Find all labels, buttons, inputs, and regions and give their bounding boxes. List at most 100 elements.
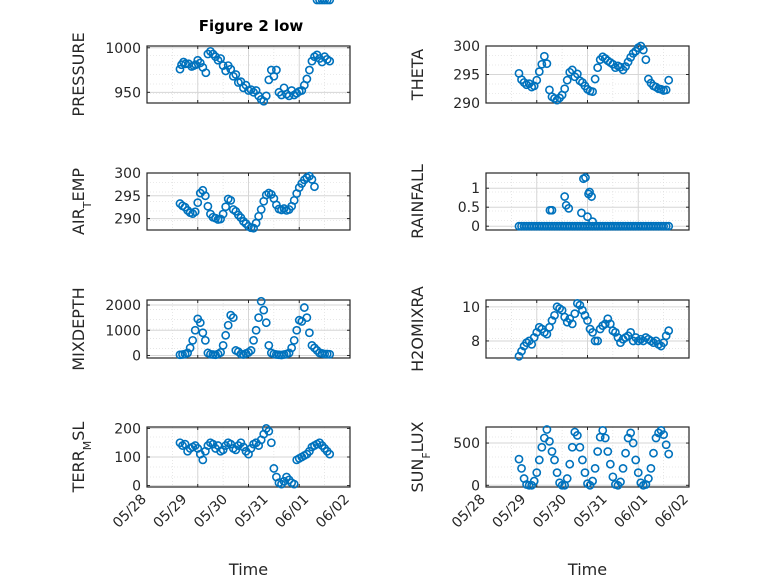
data-point: [287, 343, 297, 353]
data-point: [590, 464, 600, 473]
data-point: [593, 447, 603, 456]
data-point: [588, 476, 597, 486]
data-point: [193, 55, 203, 65]
y-tick-label: 1000: [105, 323, 141, 339]
y-label-main: SUN: [408, 459, 427, 493]
data-point: [550, 455, 559, 465]
data-point: [223, 320, 233, 330]
data-point: [537, 59, 547, 69]
data-point: [542, 59, 552, 69]
data-point: [552, 95, 562, 105]
data-point: [636, 478, 646, 488]
data-point: [532, 468, 542, 478]
data-point: [517, 464, 526, 473]
data-point: [564, 203, 574, 213]
figure-title: Figure 2 low: [199, 17, 304, 35]
data-point: [524, 480, 534, 490]
data-point: [228, 313, 238, 323]
data-point: [264, 340, 274, 350]
y-tick-label: 950: [114, 85, 141, 101]
data-point: [269, 464, 279, 473]
y-tick-label: 300: [114, 166, 141, 182]
data-point: [246, 444, 256, 453]
data-point: [631, 455, 641, 465]
data-point: [218, 445, 228, 455]
subplot-pressure: 950 1000 PRESSURE: [69, 32, 351, 117]
data-point: [325, 56, 335, 66]
data-point: [552, 468, 562, 478]
data-point: [226, 310, 236, 320]
subplot-rainfall: 0 0.5 1 RAINFALL: [408, 164, 690, 239]
data-point: [256, 296, 266, 306]
data-point: [289, 335, 299, 345]
data-point: [191, 60, 201, 70]
data-point: [322, 0, 332, 5]
y-tick-label: 295: [453, 68, 480, 84]
y-tick-label: 290: [453, 96, 480, 112]
data-point: [562, 75, 572, 85]
data-point: [626, 428, 636, 438]
data-point: [292, 325, 302, 335]
data-point: [226, 195, 236, 205]
data-point: [200, 191, 210, 201]
data-point: [623, 57, 633, 67]
data-point: [195, 318, 205, 328]
data-point: [183, 348, 192, 358]
data-point: [266, 438, 276, 448]
data-point: [659, 430, 669, 440]
y-axis-label: H2OMIXRA: [408, 286, 427, 372]
data-point: [616, 477, 625, 487]
subplot-air_temp: 290 295 300 AIRTEMP: [69, 0, 351, 235]
data-point: [310, 182, 319, 192]
data-point: [529, 476, 539, 486]
data-point: [302, 74, 312, 84]
data-point: [547, 205, 557, 215]
data-point: [195, 58, 205, 68]
data-point: [600, 433, 610, 443]
data-point: [638, 45, 648, 55]
y-tick-label: 0: [471, 219, 480, 235]
data-point: [661, 440, 671, 450]
data-point: [590, 74, 600, 84]
data-point: [307, 56, 317, 66]
y-tick-label: 0: [471, 478, 480, 494]
data-point: [249, 223, 258, 233]
data-point: [264, 426, 274, 436]
data-point: [193, 198, 203, 208]
data-point: [664, 221, 674, 231]
y-tick-label: 1000: [105, 41, 141, 57]
data-point: [560, 192, 570, 201]
y-label-subscript: M: [81, 441, 94, 451]
data-point: [231, 70, 241, 79]
data-point: [320, 349, 330, 359]
data-point: [641, 55, 651, 65]
data-point: [588, 87, 597, 96]
data-point: [198, 328, 208, 338]
data-point: [216, 214, 225, 224]
data-point: [231, 445, 241, 455]
data-point: [557, 480, 567, 490]
data-point: [562, 474, 572, 483]
data-point: [320, 52, 330, 62]
data-point: [547, 447, 557, 456]
data-point: [588, 328, 597, 337]
data-point: [200, 335, 210, 345]
data-point: [236, 438, 246, 448]
data-point: [261, 91, 271, 101]
data-point: [633, 468, 643, 478]
y-label-subscript: F: [420, 452, 433, 458]
data-point: [256, 205, 266, 214]
data-point: [664, 449, 674, 459]
y-label-main: TERR: [69, 450, 88, 493]
data-point: [593, 63, 603, 73]
data-point: [664, 75, 674, 85]
data-point: [325, 0, 335, 5]
data-point: [664, 326, 674, 336]
data-point: [188, 335, 198, 345]
data-point: [590, 336, 600, 346]
data-point: [175, 64, 185, 74]
y-label-subscript: T: [81, 201, 94, 209]
data-point: [299, 303, 309, 312]
data-point: [570, 309, 580, 319]
